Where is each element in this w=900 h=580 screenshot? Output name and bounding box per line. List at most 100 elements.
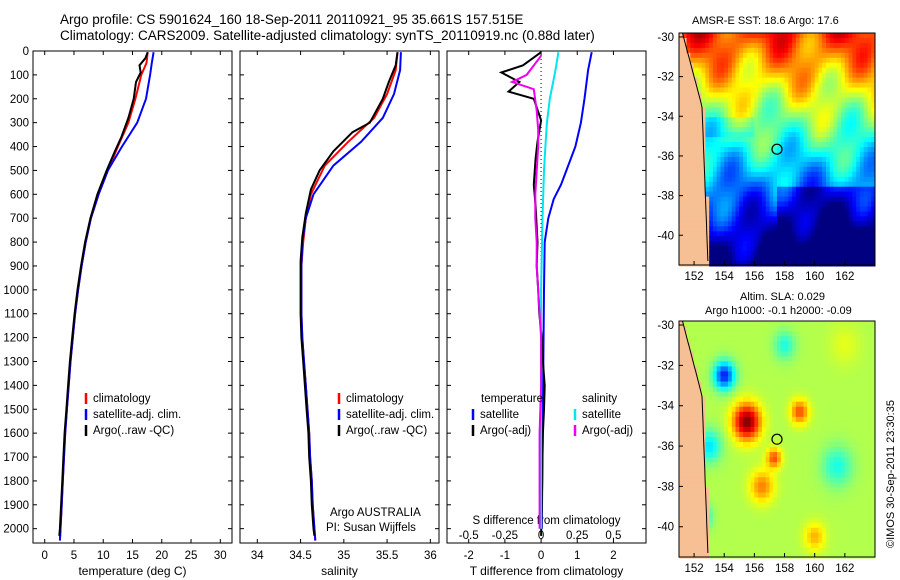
map-cell (701, 261, 706, 267)
map-cell (792, 321, 797, 327)
map-cell (803, 351, 808, 357)
map-cell (761, 33, 767, 39)
map-cell (810, 437, 816, 443)
map-cell (826, 92, 831, 98)
map-cell (724, 102, 729, 108)
map-cell (758, 142, 763, 148)
map-cell (863, 191, 868, 198)
map-cell (829, 147, 835, 153)
map-cell (792, 341, 797, 347)
map-cell (754, 537, 759, 544)
map-cell (810, 142, 816, 148)
map-cell (780, 241, 786, 247)
map-cell (769, 346, 774, 352)
map-cell (826, 507, 831, 514)
map-cell (679, 381, 684, 387)
map-cell (780, 331, 786, 337)
map-cell (758, 502, 763, 508)
map-cell (765, 487, 770, 493)
map-cell (822, 386, 827, 393)
map-cell (746, 127, 752, 133)
map-cell (837, 87, 842, 93)
map-cell (694, 356, 699, 362)
map-cell (746, 492, 752, 498)
map-cell (837, 492, 842, 498)
map-cell (716, 122, 721, 128)
map-cell (701, 132, 706, 138)
map-cell (810, 336, 816, 342)
map-cell (761, 132, 767, 138)
map-cell (848, 132, 853, 138)
map-cell (822, 231, 827, 237)
map-cell (810, 376, 816, 382)
map-cell (682, 137, 688, 143)
map-cell (844, 211, 850, 217)
map-cell (856, 537, 861, 544)
map-cell (769, 341, 774, 347)
map-cell (818, 132, 823, 138)
map-cell (686, 231, 691, 237)
map-cell (679, 371, 684, 377)
map-cell (686, 241, 691, 247)
map-cell (848, 196, 853, 203)
map-cell (829, 346, 835, 352)
map-cell (731, 361, 737, 367)
map-cell (841, 47, 846, 54)
map-cell (780, 112, 786, 118)
map-cell (822, 507, 827, 514)
map-cell (773, 512, 778, 519)
map-cell (758, 386, 763, 393)
map-cell (852, 532, 857, 539)
map-cell (792, 231, 797, 237)
map-cell (848, 502, 853, 508)
map-cell (743, 137, 748, 143)
map-cell (788, 176, 793, 183)
map-cell (773, 127, 778, 133)
map-cell (841, 326, 846, 332)
map-cell (694, 216, 699, 222)
map-cell (697, 52, 703, 59)
map-cell (859, 152, 865, 158)
map-cell (859, 386, 865, 393)
map-cell (769, 171, 774, 178)
map-cell (686, 107, 691, 113)
map-cell (716, 396, 721, 403)
map-cell (716, 426, 721, 433)
map-cell (803, 437, 808, 443)
map-cell (743, 487, 748, 493)
map-cell (694, 553, 699, 559)
map-cell (810, 326, 816, 332)
map-cell (746, 236, 752, 242)
map-cell (739, 171, 744, 178)
map-cell (758, 527, 763, 534)
map-cell (792, 33, 797, 39)
map-cell (682, 487, 688, 493)
map-cell (848, 361, 853, 367)
map-cell (694, 341, 699, 347)
map-cell (724, 137, 729, 143)
map-cell (810, 396, 816, 403)
map-cell (754, 171, 759, 178)
map-cell (814, 117, 819, 123)
map-cell (844, 261, 850, 267)
map-cell (777, 181, 782, 188)
map-cell (731, 102, 737, 108)
map-cell (709, 67, 714, 74)
map-cell (709, 452, 714, 458)
map-cell (686, 67, 691, 74)
map-cell (682, 102, 688, 108)
map-cell (856, 142, 861, 148)
map-cell (750, 92, 755, 98)
map-cell (758, 467, 763, 473)
map-cell (784, 467, 789, 473)
map-cell (795, 532, 801, 539)
map-cell (720, 326, 725, 332)
map-cell (822, 467, 827, 473)
map-cell (844, 537, 850, 544)
map-cell (728, 191, 733, 198)
map-cell (682, 82, 688, 89)
map-cell (792, 142, 797, 148)
map-cell (712, 366, 718, 372)
map-cell (844, 472, 850, 478)
map-cell (848, 351, 853, 357)
